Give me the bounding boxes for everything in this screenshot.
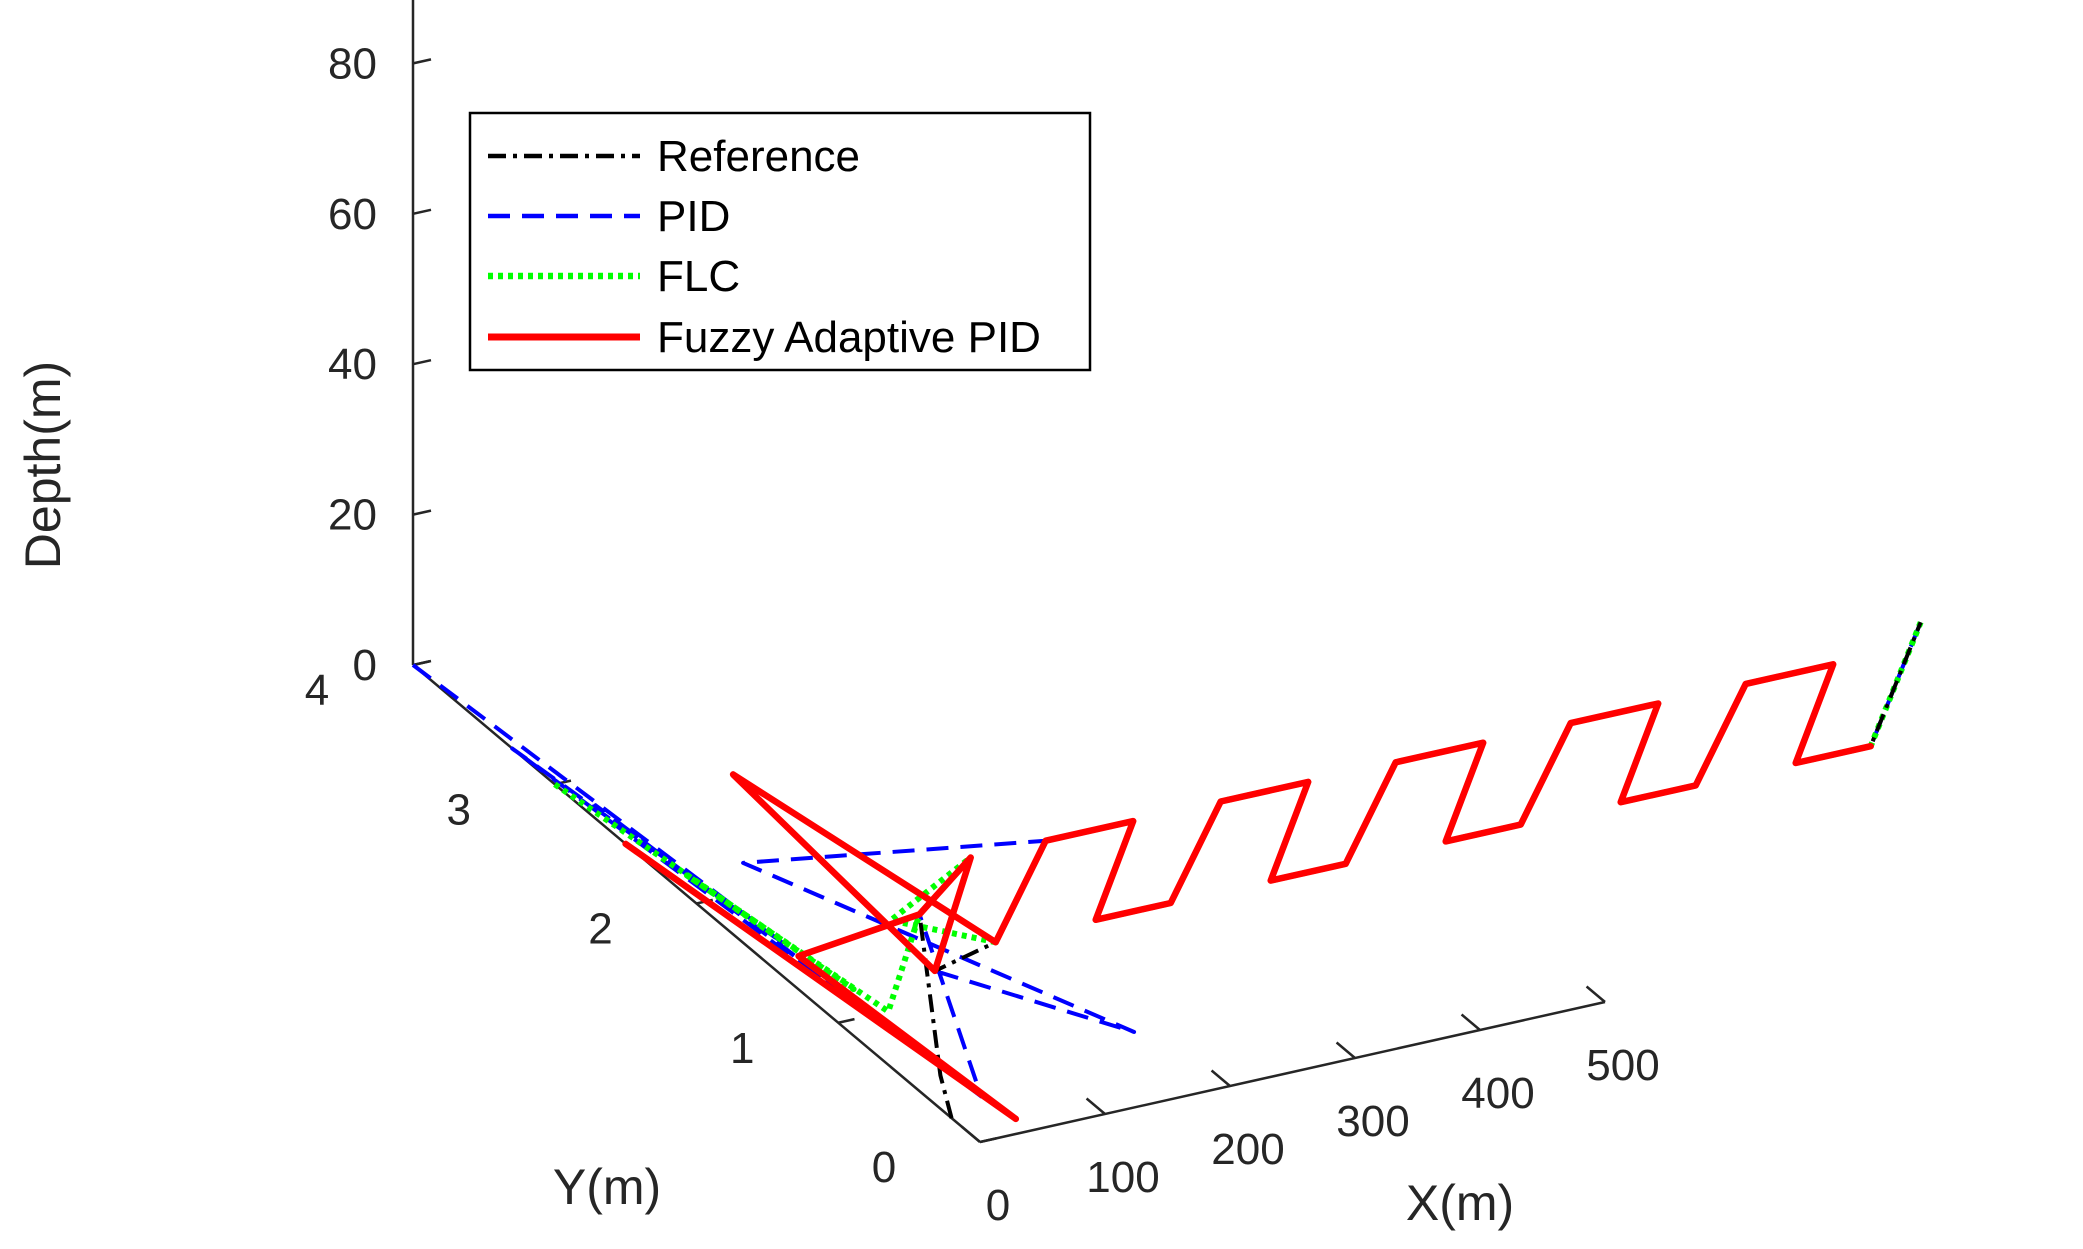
z-tick xyxy=(412,358,432,366)
series-flc xyxy=(553,621,1924,1015)
x-tick-label: 100 xyxy=(1086,1153,1159,1202)
z-tick-label: 80 xyxy=(328,39,377,88)
z-tick-label: 20 xyxy=(328,491,377,540)
y-tick-label: 3 xyxy=(447,785,471,834)
legend-label-flc: FLC xyxy=(657,252,740,301)
x-tick-label: 500 xyxy=(1586,1041,1659,1090)
z-tick-label: 60 xyxy=(328,190,377,239)
y-tick-label: 0 xyxy=(872,1143,896,1192)
y-tick-label: 1 xyxy=(730,1024,754,1073)
series-fuzzy-adaptive-pid xyxy=(622,661,1874,1123)
x-tick xyxy=(1085,1097,1106,1115)
legend-label-pid: PID xyxy=(657,192,730,241)
x-tick-label: 0 xyxy=(986,1181,1010,1230)
x-axis-line xyxy=(979,1000,1606,1144)
x-tick xyxy=(1460,1013,1481,1031)
y-tick-label: 2 xyxy=(588,905,612,954)
x-tick xyxy=(1210,1069,1231,1087)
x-tick-label: 300 xyxy=(1336,1097,1409,1146)
x-tick xyxy=(1335,1041,1356,1059)
legend-label-fuzzy-adaptive-pid: Fuzzy Adaptive PID xyxy=(657,313,1041,362)
y-tick-label: 4 xyxy=(305,666,329,715)
x-tick xyxy=(1585,985,1606,1003)
ticks: 010020030040050001234020406080100 xyxy=(305,39,1660,1230)
x-tick-label: 400 xyxy=(1461,1069,1534,1118)
x-tick xyxy=(960,1125,981,1143)
legend-label-reference: Reference xyxy=(657,132,860,181)
y-axis-title: Y(m) xyxy=(553,1159,661,1215)
z-tick xyxy=(412,208,432,216)
z-tick xyxy=(412,509,432,516)
z-tick xyxy=(412,659,432,667)
y-tick xyxy=(979,1137,997,1144)
z-axis-title: Depth(m) xyxy=(15,361,71,569)
plot-area xyxy=(411,621,1924,1123)
y-tick xyxy=(837,1017,855,1024)
z-tick-label: 0 xyxy=(353,641,377,690)
z-tick-label: 40 xyxy=(328,340,377,389)
series-pid xyxy=(411,621,1923,1099)
legend: Reference PID FLC Fuzzy Adaptive PID xyxy=(468,111,1092,372)
x-axis-title: X(m) xyxy=(1406,1175,1514,1231)
z-tick xyxy=(412,58,432,65)
x-tick-label: 200 xyxy=(1211,1125,1284,1174)
